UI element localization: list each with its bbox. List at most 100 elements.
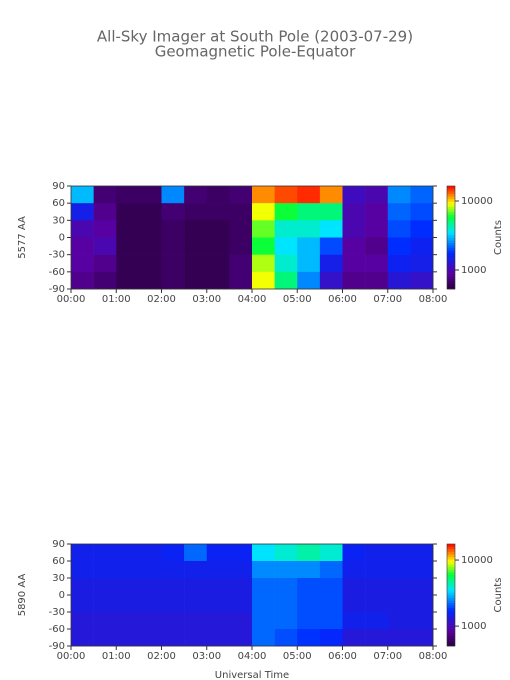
heat-cell (206, 544, 230, 562)
heat-cell (161, 629, 185, 647)
heat-cell (342, 561, 366, 579)
heat-cell (71, 237, 94, 255)
colorbar-swatch (447, 260, 455, 264)
heat-cell (252, 186, 275, 204)
colorbar-swatch (447, 623, 455, 626)
heat-cell (365, 578, 389, 596)
heat-cell (138, 237, 162, 255)
heat-cell (319, 578, 343, 596)
heat-cell (387, 612, 411, 630)
x-axis-label: Universal Time (215, 670, 289, 680)
heat-cell (319, 186, 343, 204)
heat-cell (206, 186, 230, 204)
heat-cell (206, 595, 230, 613)
heat-cell (161, 203, 185, 221)
x-tick-label: 06:00 (328, 294, 357, 305)
heat-cell (297, 612, 321, 630)
heat-cell (184, 220, 208, 238)
heat-cell (93, 629, 117, 647)
x-tick-label: 03:00 (192, 294, 221, 305)
heat-cell (297, 578, 321, 596)
colorbar-tick-label: 1000 (461, 621, 486, 632)
colorbar-swatch (447, 625, 455, 629)
heat-cell (342, 186, 366, 204)
heat-cell (71, 203, 94, 221)
colorbar-swatch (447, 206, 455, 210)
x-tick-label: 08:00 (419, 651, 448, 662)
y-tick-label: 30 (52, 573, 65, 584)
heat-cell (138, 561, 162, 579)
heat-cell (229, 237, 253, 255)
colorbar-swatch (447, 551, 455, 555)
colorbar-swatch (447, 592, 455, 596)
colorbar-swatch (447, 283, 455, 287)
heat-cell (365, 271, 389, 290)
colorbar-swatch (447, 281, 455, 285)
heat-cell (274, 186, 298, 204)
heat-cell (116, 629, 140, 647)
y-tick-label: 60 (52, 556, 65, 567)
colorbar-swatch (447, 237, 455, 241)
colorbar-swatch (447, 584, 455, 588)
heat-cell (71, 612, 94, 630)
colorbar-swatch (447, 549, 455, 552)
heat-cell (410, 254, 434, 273)
heat-cell (116, 254, 140, 273)
heat-cell (252, 595, 275, 613)
heat-cell (342, 629, 366, 647)
x-tick-label: 05:00 (283, 294, 312, 305)
heat-cell (116, 612, 140, 630)
heat-cell (116, 271, 140, 290)
heat-cell (229, 561, 253, 579)
colorbar-swatch (447, 638, 455, 642)
heat-cell (252, 612, 275, 630)
colorbar-swatch (447, 600, 455, 603)
heat-cell (342, 578, 366, 596)
x-tick-label: 07:00 (373, 651, 402, 662)
colorbar-swatch (447, 219, 455, 223)
heat-cell (71, 186, 94, 204)
heat-cell (297, 544, 321, 562)
heat-cell (71, 595, 94, 613)
heat-cell (93, 271, 117, 290)
heat-cell (274, 237, 298, 255)
y-tick-label: 60 (52, 198, 65, 209)
heat-cell (274, 203, 298, 221)
colorbar-swatch (447, 640, 455, 644)
colorbar-swatch (447, 633, 455, 637)
heat-cell (387, 186, 411, 204)
heat-cell (342, 254, 366, 273)
colorbar-swatch (447, 222, 455, 225)
heat-cell (184, 561, 208, 579)
heat-cell (252, 629, 275, 647)
heat-cell (387, 544, 411, 562)
heat-cell (297, 595, 321, 613)
heat-cell (297, 254, 321, 273)
heat-cell (229, 271, 253, 290)
heat-cell (93, 544, 117, 562)
heat-cell (410, 186, 434, 204)
heat-cell (274, 254, 298, 273)
colorbar-swatch (447, 240, 455, 243)
colorbar-swatch (447, 270, 455, 274)
heat-cell (410, 629, 434, 647)
heat-cell (387, 203, 411, 221)
heat-cell (161, 254, 185, 273)
colorbar-tick-label: 1000 (461, 265, 486, 276)
heat-cell (116, 186, 140, 204)
heat-cell (297, 629, 321, 647)
heat-cell (319, 595, 343, 613)
heat-cell (116, 544, 140, 562)
heat-cell (274, 629, 298, 647)
heat-cell (93, 186, 117, 204)
colorbar-swatch (447, 607, 455, 611)
colorbar-swatch (447, 232, 455, 236)
heat-cell (229, 595, 253, 613)
heat-cell (161, 544, 185, 562)
heat-cell (161, 271, 185, 290)
colorbar-swatch (447, 564, 455, 568)
colorbar-frame (446, 185, 456, 290)
colorbar-swatch (447, 589, 455, 593)
heat-cell (252, 271, 275, 290)
heat-cell (229, 254, 253, 273)
